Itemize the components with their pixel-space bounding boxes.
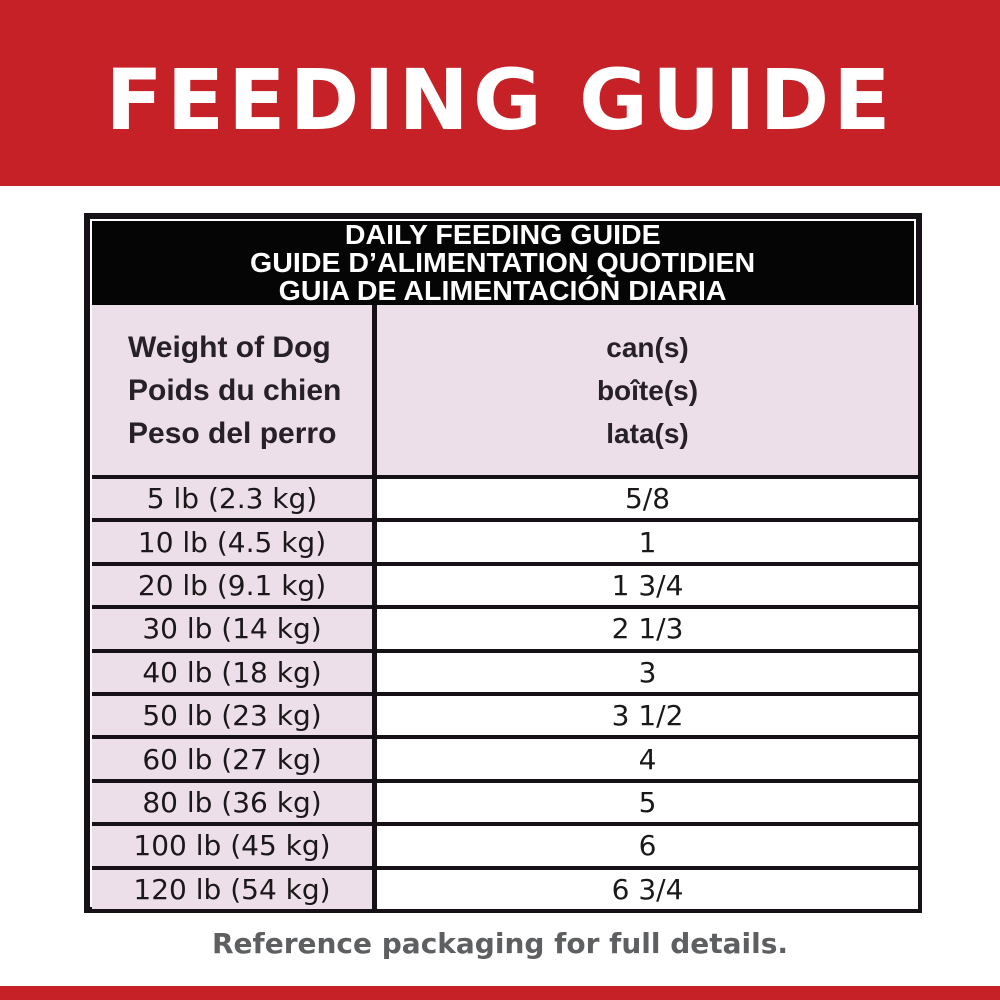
table-title-french: GUIDE D’ALIMENTATION QUOTIDIEN	[250, 247, 756, 278]
footer-note: Reference packaging for full details.	[211, 927, 789, 960]
cans-cell: 5	[377, 782, 918, 823]
weight-cell: 60 lb (27 kg)	[92, 739, 377, 779]
bottom-red-bar	[0, 986, 1000, 1000]
cans-cell: 6	[377, 826, 918, 866]
cans-cell: 2 1/3	[377, 609, 918, 649]
cans-header-spanish: lata(s)	[606, 417, 689, 449]
weight-header-spanish: Peso del perro	[128, 416, 337, 450]
table-title-band: DAILY FEEDING GUIDE GUIDE D’ALIMENTATION…	[92, 221, 914, 305]
weight-header-english: Weight of Dog	[128, 330, 331, 364]
table-row: 60 lb (27 kg) 4	[92, 735, 918, 779]
weight-cell: 10 lb (4.5 kg)	[92, 522, 377, 562]
weight-cell: 20 lb (9.1 kg)	[92, 565, 377, 606]
column-header-row: Weight of Dog Poids du chien Peso del pe…	[92, 305, 918, 475]
cans-column-header: can(s) boîte(s) lata(s)	[377, 305, 918, 475]
cans-cell: 1	[377, 522, 918, 562]
banner-title: FEEDING GUIDE	[105, 51, 895, 149]
weight-column-header: Weight of Dog Poids du chien Peso del pe…	[92, 305, 377, 475]
table-row: 80 lb (36 kg) 5	[92, 778, 918, 823]
cans-cell: 6 3/4	[377, 869, 918, 909]
weight-header-french: Poids du chien	[128, 373, 342, 407]
cans-cell: 5/8	[377, 479, 918, 519]
cans-cell: 3	[377, 652, 918, 692]
table-row: 40 lb (18 kg) 3	[92, 648, 918, 692]
weight-cell: 5 lb (2.3 kg)	[92, 479, 377, 519]
table-row: 20 lb (9.1 kg) 1 3/4	[92, 561, 918, 606]
daily-feeding-guide-table: DAILY FEEDING GUIDE GUIDE D’ALIMENTATION…	[84, 213, 922, 913]
table-row: 30 lb (14 kg) 2 1/3	[92, 605, 918, 649]
cans-cell: 1 3/4	[377, 565, 918, 606]
table-row: 5 lb (2.3 kg) 5/8	[92, 475, 918, 519]
cans-header-french: boîte(s)	[596, 374, 699, 406]
table-body: 5 lb (2.3 kg) 5/8 10 lb (4.5 kg) 1 20 lb…	[92, 475, 918, 909]
table-row: 50 lb (23 kg) 3 1/2	[92, 691, 918, 736]
cans-cell: 3 1/2	[377, 695, 918, 736]
weight-cell: 120 lb (54 kg)	[92, 869, 377, 909]
weight-cell: 50 lb (23 kg)	[92, 695, 377, 736]
table-title-spanish: GUIA DE ALIMENTACIÓN DIARIA	[279, 275, 727, 306]
cans-cell: 4	[377, 739, 918, 779]
cans-header-english: can(s)	[606, 331, 689, 363]
table-row: 100 lb (45 kg) 6	[92, 822, 918, 866]
weight-cell: 30 lb (14 kg)	[92, 609, 377, 649]
feeding-guide-banner: FEEDING GUIDE	[0, 0, 1000, 186]
table-row: 120 lb (54 kg) 6 3/4	[92, 865, 918, 909]
table-row: 10 lb (4.5 kg) 1	[92, 518, 918, 562]
weight-cell: 80 lb (36 kg)	[92, 782, 377, 823]
weight-cell: 40 lb (18 kg)	[92, 652, 377, 692]
weight-cell: 100 lb (45 kg)	[92, 826, 377, 866]
table-title-english: DAILY FEEDING GUIDE	[345, 219, 661, 250]
